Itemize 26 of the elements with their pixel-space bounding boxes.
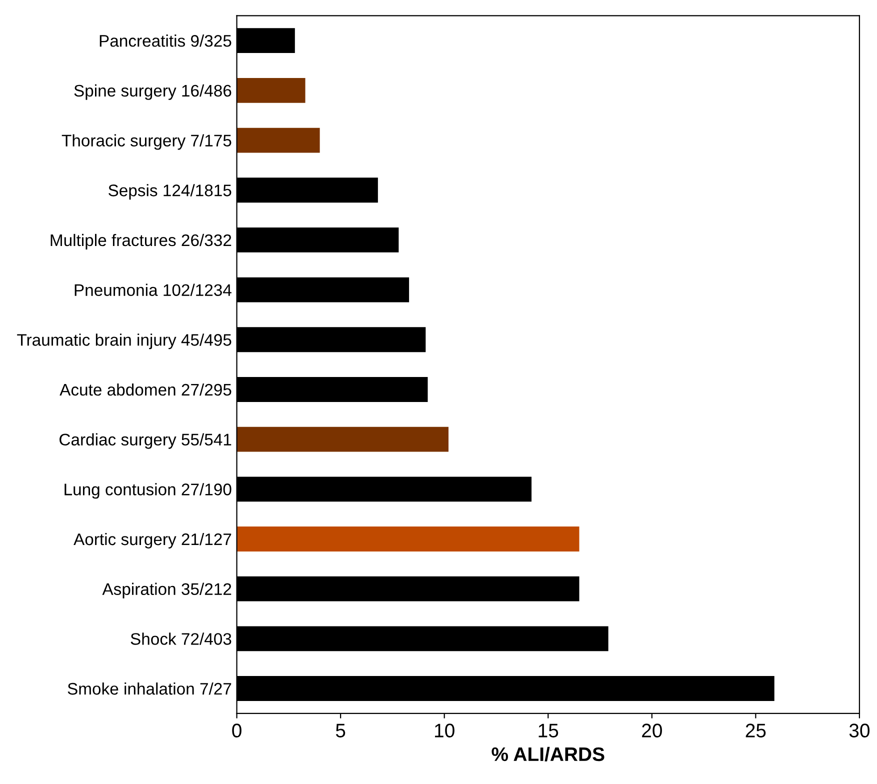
y-tick-label: Aspiration 35/212 xyxy=(102,582,232,598)
y-tick-label: Acute abdomen 27/295 xyxy=(60,383,232,396)
y-tick-label: Smoke inhalation 7/27 xyxy=(68,682,232,695)
y-tick-label: Sepsis 124/1815 xyxy=(108,184,232,200)
y-tick-label: Multiple fractures 26/332 xyxy=(50,234,232,250)
bar xyxy=(236,78,306,103)
bar xyxy=(236,426,448,452)
x-tick-label: 25 xyxy=(746,724,766,738)
x-tick-label: 20 xyxy=(642,724,662,738)
bar xyxy=(236,526,580,552)
y-tick-label: Traumatic brain injury 45/495 xyxy=(17,334,232,350)
x-tick-label: 10 xyxy=(435,724,454,738)
y-tick-label: Lung contusion 27/190 xyxy=(64,483,232,499)
x-tick-label: 15 xyxy=(538,724,558,738)
y-tick-label: Shock 72/403 xyxy=(130,632,232,645)
y-tick-label: Cardiac surgery 55/541 xyxy=(60,433,232,449)
y-tick-label: Pneumonia 102/1234 xyxy=(74,284,232,296)
x-tick-label: 5 xyxy=(336,724,346,738)
x-tick-label: 30 xyxy=(849,724,870,738)
x-axis-title: % ALI/ARDS xyxy=(492,746,604,762)
y-tick-label: Thoracic surgery 7/175 xyxy=(62,134,232,150)
y-tick-label: Aortic surgery 21/127 xyxy=(74,532,232,548)
y-tick-label: Pancreatitis 9/325 xyxy=(100,34,232,47)
x-tick-label: 0 xyxy=(232,724,242,738)
y-tick-label: Spine surgery 16/486 xyxy=(74,84,232,100)
bar xyxy=(236,128,320,153)
